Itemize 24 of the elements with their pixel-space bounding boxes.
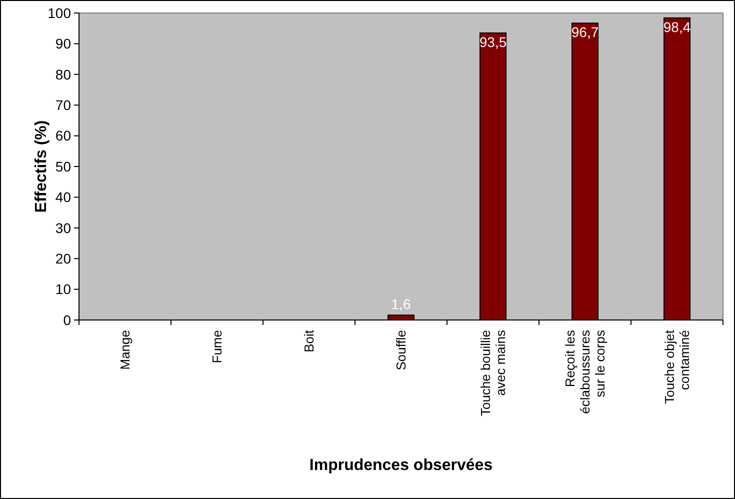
y-tick-label: 30 xyxy=(55,220,72,236)
x-tick-label: Reçoit les éclaboussures sur le corps xyxy=(562,330,608,414)
y-tick-label: 0 xyxy=(63,312,72,328)
y-tick-label: 70 xyxy=(55,97,72,113)
y-axis-title: Effectifs (%) xyxy=(33,120,50,213)
y-tick-label: 50 xyxy=(55,158,72,174)
x-tick-label: Touche objet contaminé xyxy=(662,330,692,404)
x-tick-label: Touche bouillie avec mains xyxy=(478,330,508,416)
y-tick-label: 60 xyxy=(55,128,72,144)
y-tick-label: 90 xyxy=(55,36,72,52)
x-tick-label: Fume xyxy=(210,330,225,364)
y-tick-label: 40 xyxy=(55,189,72,206)
x-tick-label: Souffle xyxy=(394,330,409,370)
x-tick-label: Mange xyxy=(118,330,133,370)
y-tick-label: 100 xyxy=(48,4,72,21)
y-tick-label: 10 xyxy=(55,281,72,298)
data-label: 93,5 xyxy=(479,34,507,50)
y-tick-label: 80 xyxy=(55,66,72,82)
data-label: 96,7 xyxy=(571,24,599,40)
data-label: 98,4 xyxy=(663,18,691,35)
x-tick-label: Boit xyxy=(302,330,317,352)
data-label: 1,6 xyxy=(391,296,411,312)
y-tick-label: 20 xyxy=(55,250,72,266)
x-axis-title: Imprudences observées xyxy=(309,457,493,474)
